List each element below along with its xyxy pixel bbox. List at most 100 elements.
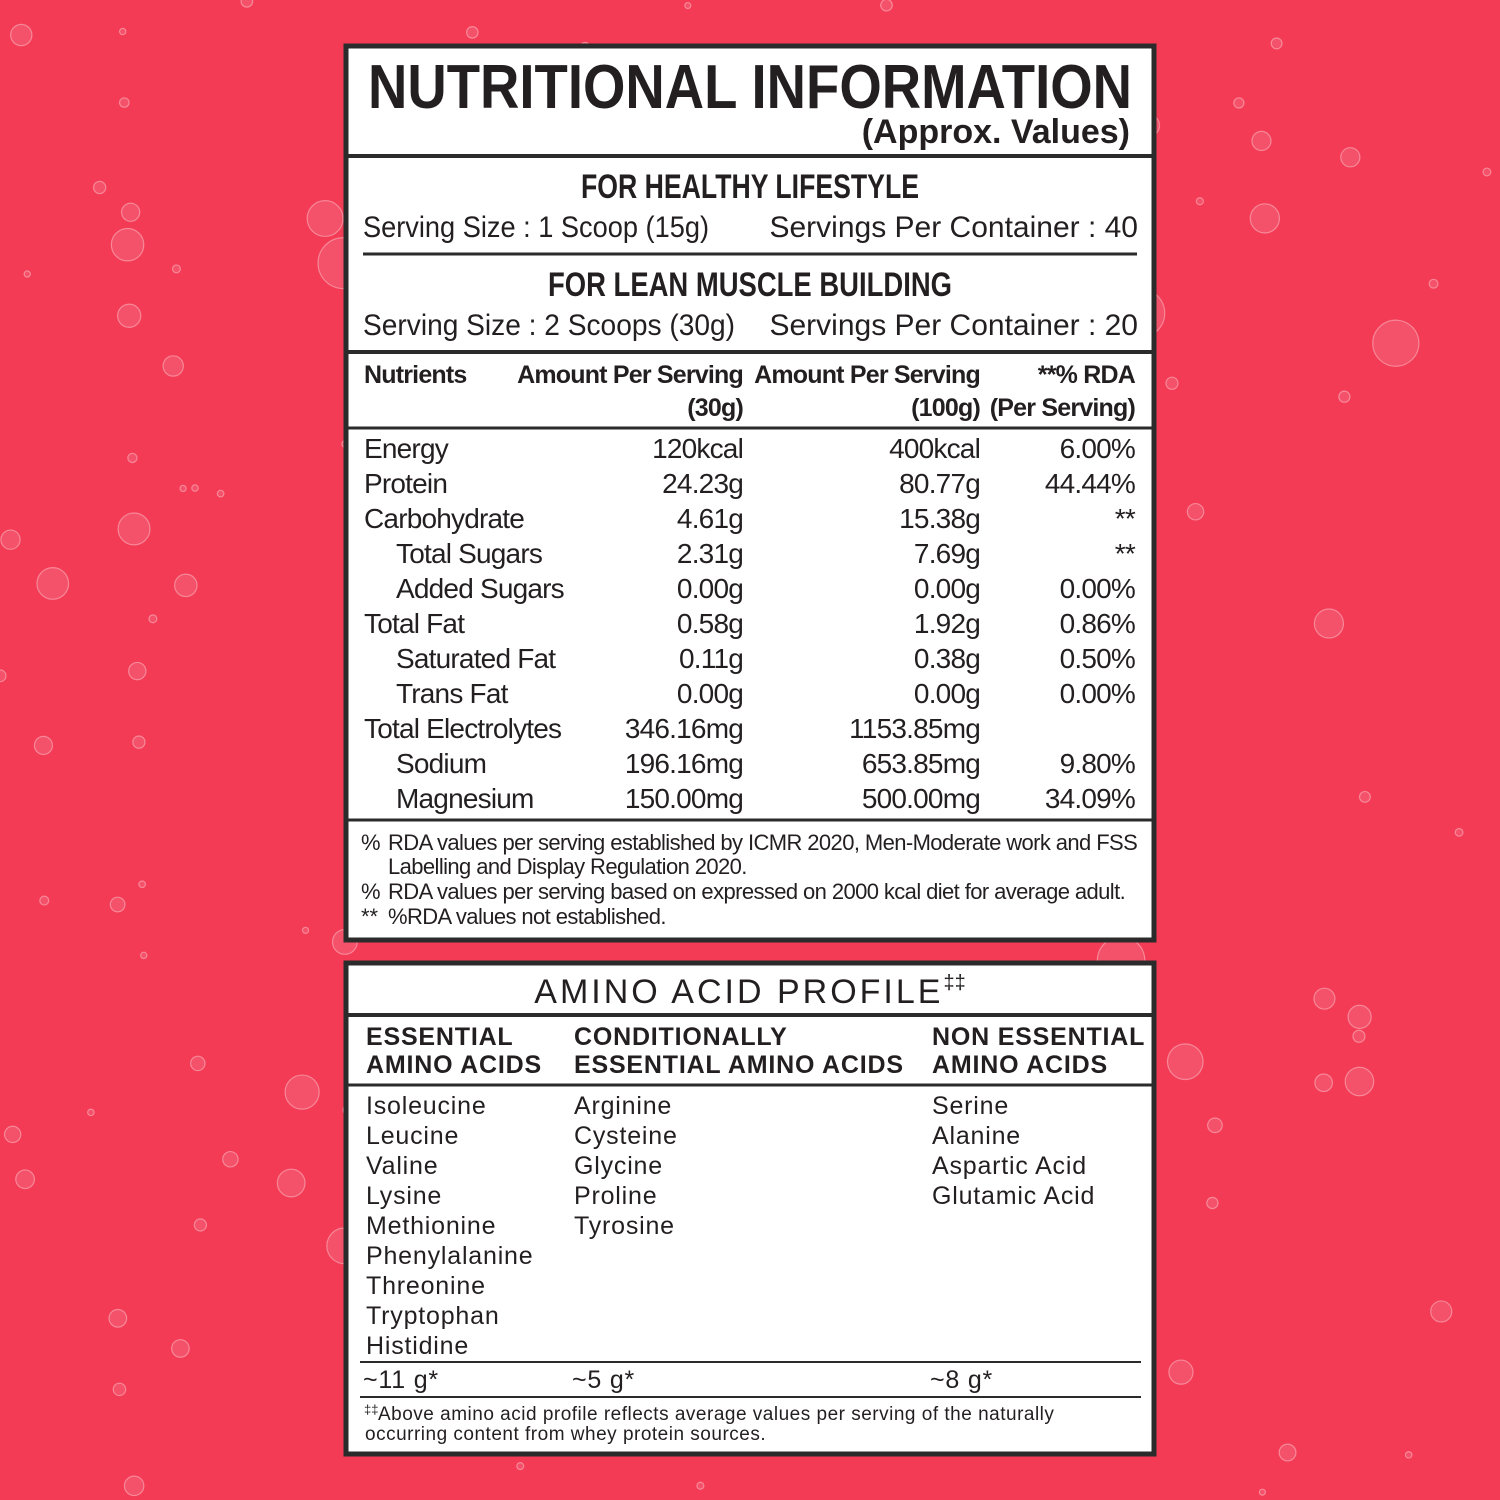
amino-acid: Cysteine — [574, 1122, 678, 1150]
bubble — [109, 896, 126, 913]
cell-value: ** — [1115, 503, 1136, 534]
bubble — [1278, 1443, 1297, 1462]
amino-acid: Valine — [366, 1152, 438, 1180]
cell-value: 196.16mg — [625, 748, 743, 779]
cell-value: 44.44% — [1045, 468, 1135, 499]
amino-acid: Histidine — [366, 1332, 469, 1360]
bubble — [1313, 987, 1336, 1010]
amino-acid: Tryptophan — [366, 1302, 500, 1330]
bubble — [276, 1168, 306, 1198]
cell-value: 150.00mg — [625, 783, 743, 814]
bubble — [162, 355, 184, 377]
bubble — [216, 489, 225, 498]
bubble — [1428, 278, 1439, 289]
serving-size: Serving Size : 1 Scoop (15g) — [363, 211, 709, 244]
cell-value: 24.23g — [662, 468, 743, 499]
amino-column-heading: AMINO ACIDS — [932, 1051, 1108, 1079]
amino-acid: Alanine — [932, 1122, 1021, 1150]
cell-value: 4.61g — [677, 503, 743, 534]
cell-value: ** — [1115, 538, 1136, 569]
bubble — [1249, 203, 1281, 234]
bubble — [301, 926, 310, 935]
bubble — [1454, 827, 1464, 837]
nutrient-name: Total Electrolytes — [364, 713, 561, 744]
bubble — [112, 1382, 127, 1397]
amino-acid: Phenylalanine — [366, 1242, 533, 1270]
title: NUTRITIONAL INFORMATION — [368, 53, 1132, 122]
bubble — [1195, 197, 1204, 206]
bubble — [92, 180, 107, 195]
amino-total: ~8 g* — [930, 1366, 993, 1394]
content: FOR HEALTHY LIFESTYLE Serving Size : 1 Sc… — [361, 168, 1144, 1445]
bubble — [1270, 37, 1283, 50]
amino-acid: Isoleucine — [366, 1092, 487, 1120]
amino-footnote-mark: ‡‡ — [364, 1402, 378, 1417]
cell-value: 0.00% — [1060, 573, 1135, 604]
bubble — [465, 26, 479, 39]
section-heading: FOR HEALTHY LIFESTYLE — [581, 168, 919, 206]
footnote-marker: ** — [361, 904, 379, 929]
cell-value: 120kcal — [652, 433, 743, 464]
bubble — [696, 1481, 705, 1490]
bubble — [306, 199, 344, 238]
cell-value: 6.00% — [1060, 433, 1135, 464]
amino-acid: Leucine — [366, 1122, 459, 1150]
bubble — [0, 529, 21, 550]
amino-acid: Proline — [574, 1182, 657, 1210]
cell-value: 80.77g — [899, 468, 980, 499]
cell-value: 500.00mg — [862, 783, 980, 814]
amino-title: AMINO ACID PROFILE‡‡ — [534, 972, 965, 1011]
bubble — [87, 1108, 95, 1117]
cell-value: 7.69g — [914, 538, 980, 569]
nutrient-name: Total Fat — [364, 608, 465, 639]
bubble — [10, 23, 33, 47]
amino-panel — [343, 960, 1157, 1457]
bubble — [140, 951, 148, 960]
column-header: (30g) — [687, 394, 743, 422]
amino-total: ~11 g* — [363, 1366, 439, 1394]
bubble — [1206, 1196, 1219, 1210]
nutrient-name: Added Sugars — [396, 573, 564, 604]
bubble — [1340, 147, 1361, 168]
nutrient-name: Magnesium — [396, 783, 534, 814]
bubble — [174, 573, 198, 598]
bubble — [15, 1169, 36, 1190]
bubble — [1404, 1450, 1413, 1459]
bubble — [1344, 1066, 1375, 1097]
bubble — [179, 484, 187, 493]
bubble — [1314, 1073, 1334, 1093]
bubble — [128, 661, 147, 681]
bubble — [0, 669, 7, 683]
amino-column-heading: ESSENTIAL — [366, 1023, 514, 1051]
bubble — [684, 1, 692, 10]
amino-footnote-text: Above amino acid profile reflects averag… — [378, 1404, 1054, 1425]
nutrient-name: Trans Fat — [396, 678, 509, 709]
nutrient-name: Sodium — [396, 748, 486, 779]
nutrition-panel — [343, 43, 1157, 943]
cell-value: 0.11g — [679, 643, 743, 674]
amino-acid: Tyrosine — [574, 1212, 675, 1240]
amino-total: ~5 g* — [572, 1366, 635, 1394]
column-header: Amount Per Serving — [517, 361, 743, 389]
amino-acid: Aspartic Acid — [932, 1152, 1087, 1180]
bubble — [1338, 390, 1351, 403]
bubble — [516, 1462, 525, 1471]
amino-column-heading: ESSENTIAL AMINO ACIDS — [574, 1051, 904, 1079]
amino-footnote-text: occurring content from whey protein sour… — [365, 1424, 766, 1445]
bubble — [1352, 1029, 1366, 1043]
bubble — [3, 1125, 22, 1144]
bubble — [1168, 1359, 1194, 1385]
bubble — [171, 1339, 190, 1358]
amino-acid: Lysine — [366, 1182, 442, 1210]
nutrient-name: Protein — [364, 468, 447, 499]
footnote-marker: % — [361, 830, 381, 855]
amino-acid: Glutamic Acid — [932, 1182, 1095, 1210]
cell-value: 0.00g — [677, 573, 743, 604]
cell-value: 0.58g — [677, 608, 743, 639]
column-header: (100g) — [911, 394, 980, 422]
bubble — [117, 512, 151, 546]
nutrient-name: Total Sugars — [396, 538, 542, 569]
cell-value: 9.80% — [1060, 748, 1135, 779]
cell-value: 34.09% — [1045, 783, 1135, 814]
bubble — [191, 484, 199, 492]
